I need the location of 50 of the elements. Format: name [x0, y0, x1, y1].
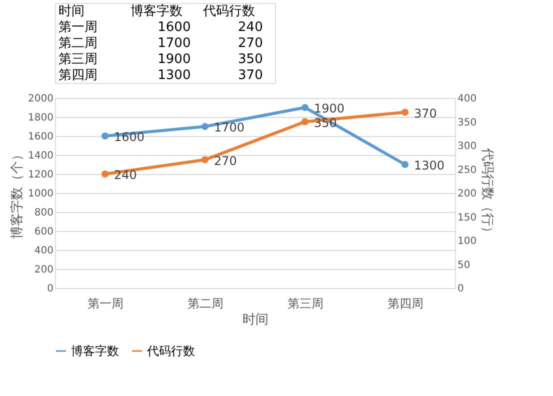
- y2-tick-label: 300: [458, 141, 477, 152]
- category-label: 第四周: [58, 68, 98, 83]
- data-label: 1300: [414, 158, 445, 172]
- category-label: 第二周: [58, 36, 98, 51]
- x-tick-label: 第一周: [88, 296, 124, 310]
- y-tick-label: 1000: [28, 188, 54, 200]
- y2-tick-label: 150: [458, 212, 477, 224]
- legend-label: 博客字数: [71, 344, 119, 358]
- y-tick-label: 200: [34, 264, 54, 276]
- text: 时间: [58, 4, 85, 19]
- y2-tick-label: 50: [458, 260, 470, 271]
- y-tick-label: 1200: [28, 170, 54, 180]
- y-tick-label: 600: [34, 226, 54, 238]
- y-tick-label: 1800: [28, 112, 54, 124]
- y-tick-label: 0: [47, 284, 54, 294]
- text: 370: [238, 68, 263, 83]
- y-tick-label: 2000: [28, 94, 54, 104]
- y2-axis-title: 代码行数（行）: [480, 147, 495, 239]
- category-label: 第三周: [58, 52, 98, 67]
- x-tick-label: 第二周: [188, 296, 224, 310]
- text: 代码行数: [202, 4, 255, 19]
- x-tick-label: 第三周: [288, 296, 324, 310]
- y-tick-label: 800: [34, 208, 54, 218]
- data-label: 1900: [314, 102, 345, 116]
- y-axis-title: 博客字数（个）: [9, 148, 26, 239]
- y2-tick-label: 0: [458, 284, 464, 294]
- y2-tick-label: 250: [458, 164, 477, 176]
- x-tick-label: 第四周: [388, 296, 424, 310]
- data-label: 270: [214, 154, 237, 168]
- y-tick-label: 400: [34, 246, 54, 256]
- data-label: 240: [114, 168, 137, 182]
- category-label: 第一周: [58, 20, 98, 35]
- y2-tick-label: 350: [458, 117, 477, 128]
- text: 240: [238, 20, 263, 35]
- text: 1900: [158, 52, 191, 67]
- y2-tick-label: 400: [458, 94, 477, 104]
- data-label: 1700: [214, 120, 245, 134]
- x-axis-title: 时间: [242, 312, 268, 328]
- y-tick-label: 1400: [28, 150, 54, 162]
- text: 博客字数: [130, 4, 183, 19]
- text: 1600: [158, 20, 191, 35]
- data-label: 370: [414, 106, 437, 120]
- text: 1700: [158, 36, 191, 51]
- y2-tick-label: 100: [458, 236, 477, 247]
- text: 350: [238, 52, 263, 67]
- y2-tick-label: 200: [458, 188, 477, 200]
- legend-label: 代码行数: [146, 344, 195, 358]
- text: 1300: [158, 68, 191, 83]
- y-tick-label: 1600: [28, 132, 54, 142]
- text: 270: [238, 36, 263, 51]
